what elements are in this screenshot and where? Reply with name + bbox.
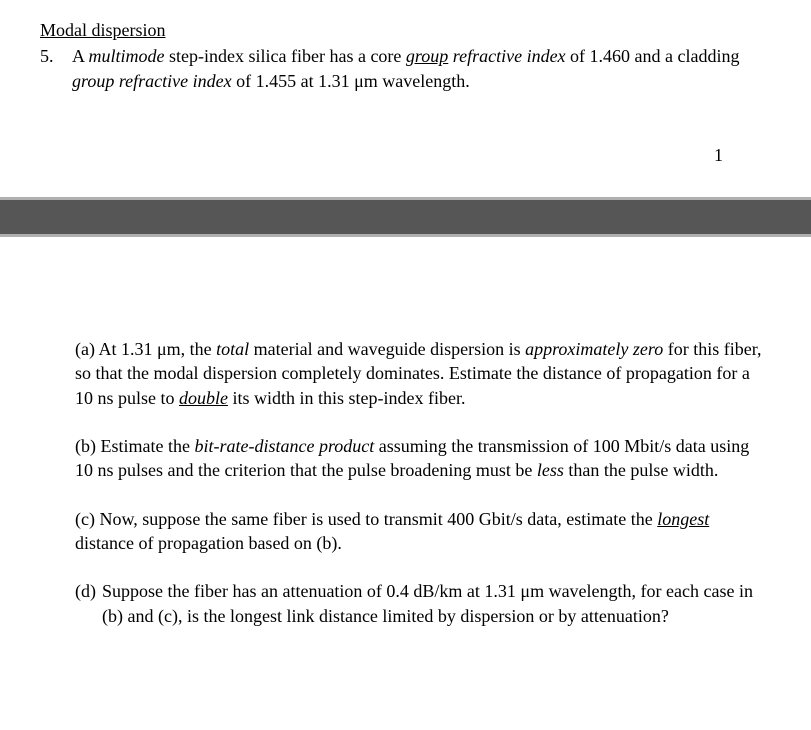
problem-row: 5. A multimode step-index silica fiber h… (40, 44, 771, 93)
intro-text: of 1.460 and a cladding (566, 46, 740, 66)
intro-text-italic: multimode (89, 46, 165, 66)
section-heading: Modal dispersion (40, 18, 771, 42)
part-c-underline-italic: longest (657, 509, 709, 529)
part-a-text: its width in this step-index fiber. (228, 388, 465, 408)
intro-text-italic: group refractive index (72, 71, 232, 91)
problem-intro: A multimode step-index silica fiber has … (72, 44, 771, 93)
page-separator (0, 197, 811, 237)
intro-text: of 1.455 at 1.31 μm wavelength. (232, 71, 470, 91)
part-d-label: (d) (75, 579, 96, 628)
part-b: (b) Estimate the bit-rate-distance produ… (75, 434, 771, 483)
page-bottom: (a) At 1.31 μm, the total material and w… (0, 237, 811, 692)
part-d-body: Suppose the fiber has an attenuation of … (102, 579, 771, 628)
part-c-text: distance of propagation based on (b). (75, 533, 342, 553)
part-a-text: (a) At 1.31 μm, the (75, 339, 216, 359)
problem-number: 5. (40, 44, 60, 68)
page-number: 1 (40, 93, 771, 197)
part-c-text: (c) Now, suppose the same fiber is used … (75, 509, 657, 529)
part-b-italic: less (537, 460, 564, 480)
intro-text: A (72, 46, 89, 66)
part-b-text: than the pulse width. (564, 460, 718, 480)
part-c: (c) Now, suppose the same fiber is used … (75, 507, 771, 556)
intro-text-italic: refractive index (453, 46, 566, 66)
intro-text-underline-italic: group (406, 46, 448, 66)
intro-text: step-index silica fiber has a core (165, 46, 406, 66)
part-a-italic: approximately zero (525, 339, 663, 359)
part-a-underline-italic: double (179, 388, 228, 408)
part-d: (d) Suppose the fiber has an attenuation… (75, 579, 771, 628)
part-a: (a) At 1.31 μm, the total material and w… (75, 337, 771, 410)
page-top: Modal dispersion 5. A multimode step-ind… (0, 0, 811, 197)
part-b-italic: bit-rate-distance product (194, 436, 374, 456)
part-b-text: (b) Estimate the (75, 436, 194, 456)
part-a-italic: total (216, 339, 249, 359)
part-a-text: material and waveguide dispersion is (249, 339, 525, 359)
